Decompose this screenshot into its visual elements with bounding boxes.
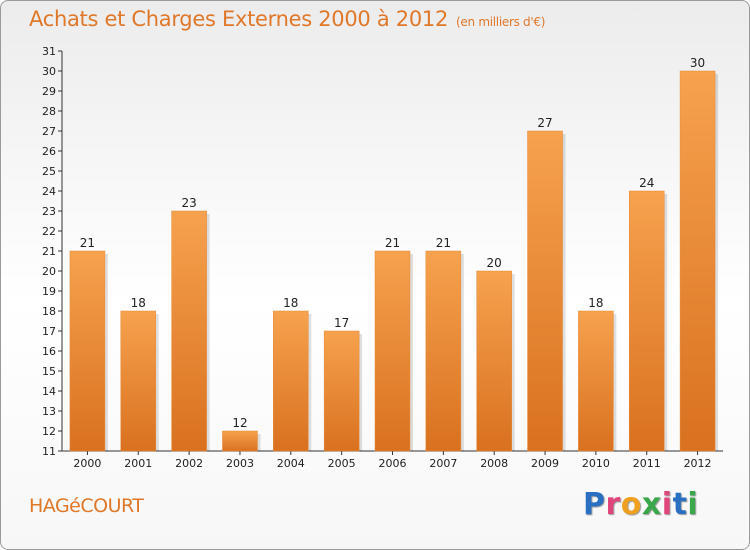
x-tick-label-2011: 2011 [633, 457, 661, 470]
logo-letter: i [687, 487, 699, 522]
y-tick-label: 22 [42, 225, 56, 238]
value-label-2009: 27 [537, 116, 552, 130]
x-tick-label-2000: 2000 [73, 457, 101, 470]
logo-letter: i [661, 487, 673, 522]
y-tick-label: 29 [42, 85, 56, 98]
y-tick-label: 23 [42, 205, 56, 218]
y-tick-label: 11 [42, 445, 56, 458]
value-label-2012: 30 [690, 56, 705, 70]
bar-2003 [222, 430, 258, 452]
y-tick-label: 16 [42, 345, 56, 358]
y-tick-label: 20 [42, 265, 56, 278]
bar-2000 [69, 250, 106, 452]
logo-letter: x [641, 487, 662, 522]
bar-2002 [171, 210, 207, 452]
proxiti-logo: Proxiti [583, 487, 698, 522]
y-tick-label: 25 [42, 165, 56, 178]
y-tick-label: 21 [42, 245, 56, 258]
value-label-2007: 21 [436, 236, 451, 250]
commune-name: HAGéCOURT [29, 495, 144, 517]
value-label-2004: 18 [283, 296, 298, 310]
x-tick-label-2002: 2002 [175, 457, 203, 470]
bar-2009 [527, 130, 563, 452]
value-label-2002: 23 [181, 196, 196, 210]
value-label-2010: 18 [588, 296, 603, 310]
chart-labels: 21 2000 18 2001 23 2002 12 2003 18 2004 17 2005 21 20… [73, 56, 711, 470]
bar-2001 [120, 310, 157, 452]
chart-subtitle: (en milliers d'€) [456, 15, 546, 29]
y-tick-label: 26 [42, 145, 56, 158]
logo-letter: r [605, 487, 621, 522]
x-tick-label-2009: 2009 [531, 457, 559, 470]
value-label-2006: 21 [385, 236, 400, 250]
bar-2011 [628, 190, 665, 452]
x-tick-label-2007: 2007 [429, 457, 457, 470]
x-tick-label-2004: 2004 [277, 457, 305, 470]
bar-2004 [273, 310, 309, 452]
y-tick-label: 18 [42, 305, 56, 318]
x-tick-label-2003: 2003 [226, 457, 254, 470]
x-tick-label-2005: 2005 [328, 457, 356, 470]
y-tick-label: 17 [42, 325, 56, 338]
value-label-2003: 12 [232, 416, 247, 430]
bar-2006 [374, 250, 411, 452]
y-tick-label: 28 [42, 105, 56, 118]
logo-letter: o [620, 487, 642, 522]
logo-letter: P [583, 487, 606, 522]
logo-letter: t [672, 487, 688, 522]
value-label-2001: 18 [131, 296, 146, 310]
x-tick-label-2008: 2008 [480, 457, 508, 470]
y-tick-label: 12 [42, 425, 56, 438]
y-tick-label: 24 [42, 185, 56, 198]
value-label-2000: 21 [80, 236, 95, 250]
value-label-2005: 17 [334, 316, 349, 330]
value-label-2008: 20 [487, 256, 502, 270]
bar-2010 [578, 310, 614, 452]
chart-bars [69, 70, 719, 452]
chart-title-text: Achats et Charges Externes 2000 à 2012 [29, 7, 449, 31]
y-tick-label: 15 [42, 365, 56, 378]
x-tick-label-2010: 2010 [582, 457, 610, 470]
chart-axes: 11 12 13 14 15 16 17 18 19 20 21 22 23 24 25 26 27 28 29 30… [42, 45, 723, 458]
x-tick-label-2012: 2012 [684, 457, 712, 470]
value-label-2011: 24 [639, 176, 654, 190]
x-tick-label-2001: 2001 [124, 457, 152, 470]
bar-2005 [323, 330, 360, 452]
y-tick-label: 31 [42, 45, 56, 58]
bar-2008 [476, 270, 512, 452]
y-tick-label: 30 [42, 65, 56, 78]
y-tick-label: 14 [42, 385, 56, 398]
chart-title: Achats et Charges Externes 2000 à 2012 (e… [29, 7, 545, 31]
bar-2012 [679, 70, 716, 452]
y-tick-label: 13 [42, 405, 56, 418]
x-tick-label-2006: 2006 [379, 457, 407, 470]
y-tick-label: 27 [42, 125, 56, 138]
bar-2007 [425, 250, 462, 452]
y-tick-label: 19 [42, 285, 56, 298]
